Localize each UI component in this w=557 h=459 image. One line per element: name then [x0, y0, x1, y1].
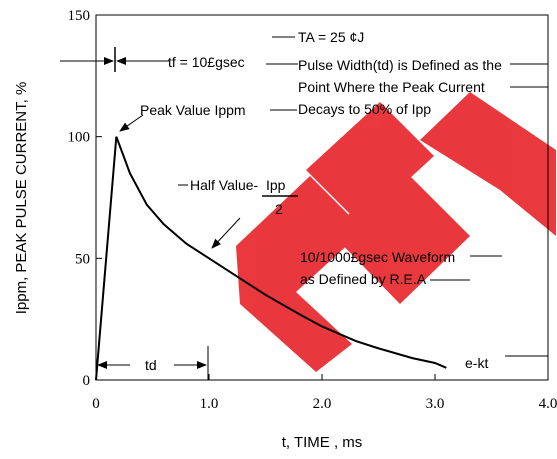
- waveform-line-2: as Defined by R.E.A: [300, 271, 427, 287]
- x-tick-label: 1.0: [200, 396, 219, 412]
- y-tick-label: 50: [75, 251, 90, 267]
- half-value-numerator: Ipp: [266, 177, 286, 193]
- ta-label: TA = 25 ¢J: [298, 29, 364, 45]
- x-tick-label: 0: [92, 396, 100, 412]
- ekt-label: e-kt: [465, 355, 488, 371]
- half-value-denominator: 2: [275, 201, 283, 217]
- peak-value-label: Peak Value Ippm: [140, 102, 246, 118]
- tf-label: tf = 10£gsec: [168, 54, 245, 70]
- y-tick-label: 150: [68, 8, 91, 24]
- half-value-arrow: [211, 217, 241, 249]
- x-tick-label: 2.0: [313, 396, 332, 412]
- watermark-logo: [236, 92, 556, 372]
- pulse-width-definition: Pulse Width(td) is Defined as the Point …: [298, 57, 502, 117]
- peak-value-arrow: [119, 114, 144, 132]
- half-value-label: Half Value-: [190, 177, 259, 193]
- waveform-curve: [95, 136, 447, 381]
- waveform-line-1: 10/1000£gsec Waveform: [300, 249, 455, 265]
- pulse-width-line-3: Decays to 50% of Ipp: [298, 101, 431, 117]
- x-tick-label: 4.0: [539, 396, 557, 412]
- pulse-width-line-2: Point Where the Peak Current: [298, 79, 485, 95]
- tf-marker: [60, 47, 170, 72]
- x-axis-ticks: 0 1.0 2.0 3.0 4.0: [92, 374, 557, 412]
- y-axis-ticks: 0 50 100 150: [68, 8, 102, 389]
- y-tick-label: 0: [83, 373, 91, 389]
- td-label: td: [145, 357, 157, 373]
- x-axis-label: t, TIME , ms: [282, 434, 363, 451]
- x-tick-label: 3.0: [426, 396, 445, 412]
- y-tick-label: 100: [68, 130, 91, 146]
- td-marker: [95, 346, 209, 380]
- pulse-width-line-1: Pulse Width(td) is Defined as the: [298, 57, 502, 73]
- y-axis-label: Ippm, PEAK PULSE CURRENT, %: [13, 82, 30, 315]
